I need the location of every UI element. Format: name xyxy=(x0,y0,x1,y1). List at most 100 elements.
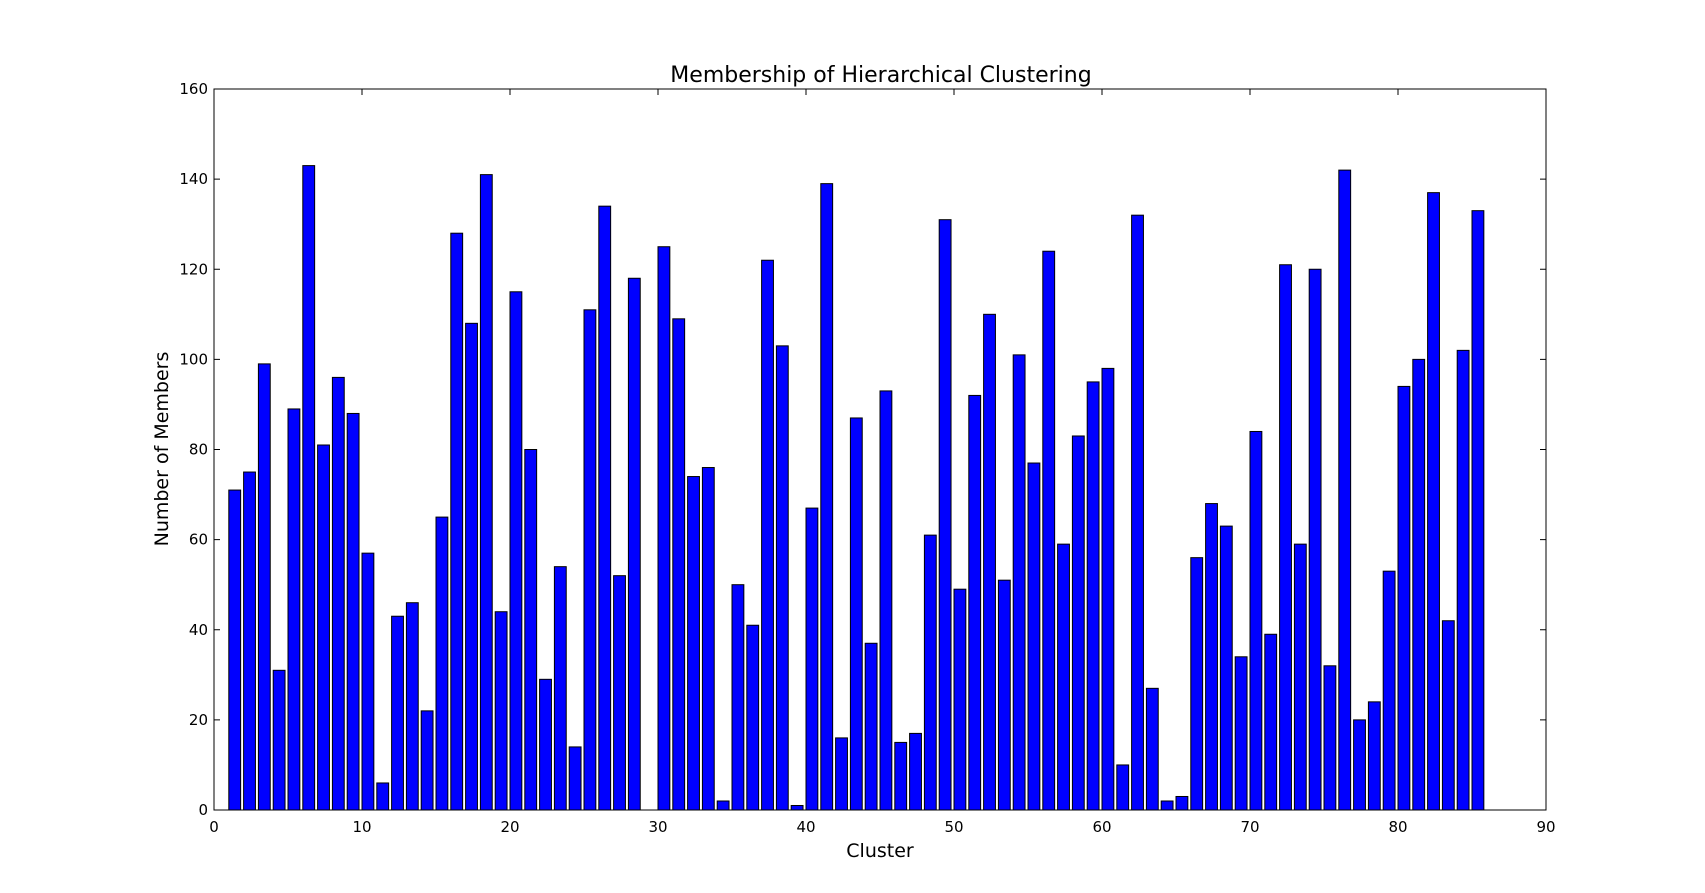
bar-cluster-13 xyxy=(405,602,419,811)
bar-cluster-52 xyxy=(983,313,996,811)
bar-cluster-4 xyxy=(272,669,286,811)
bar-cluster-65 xyxy=(1175,795,1189,811)
bar-cluster-54 xyxy=(1012,354,1026,811)
y-tick-label: 20 xyxy=(189,711,208,729)
bar-cluster-14 xyxy=(420,710,434,811)
bar-cluster-85 xyxy=(1471,210,1485,811)
bar-cluster-37 xyxy=(761,259,774,811)
bar-cluster-69 xyxy=(1234,656,1248,811)
bar-cluster-20 xyxy=(509,291,523,811)
bar-cluster-48 xyxy=(923,534,937,811)
bar-cluster-39 xyxy=(790,804,804,811)
bar-cluster-51 xyxy=(968,394,982,811)
bar-cluster-63 xyxy=(1145,687,1159,811)
bar-cluster-71 xyxy=(1264,633,1278,811)
bar-cluster-3 xyxy=(257,363,271,811)
bar-cluster-23 xyxy=(553,566,567,811)
bar-cluster-28 xyxy=(627,277,641,811)
bar-cluster-61 xyxy=(1116,764,1130,811)
y-tick-label: 60 xyxy=(189,531,208,549)
bar-cluster-68 xyxy=(1219,525,1233,811)
bar-cluster-70 xyxy=(1249,430,1263,811)
bar-cluster-76 xyxy=(1338,169,1352,811)
bar-cluster-8 xyxy=(331,376,345,811)
bar-cluster-47 xyxy=(909,732,922,811)
bar-cluster-30 xyxy=(657,246,671,811)
bar-cluster-26 xyxy=(598,205,612,811)
bar-cluster-44 xyxy=(864,642,878,811)
bar-cluster-18 xyxy=(479,174,493,811)
bar-cluster-49 xyxy=(938,219,952,811)
bar-cluster-17 xyxy=(465,322,478,811)
bar-cluster-80 xyxy=(1397,385,1411,811)
bar-cluster-40 xyxy=(805,507,819,811)
bar-cluster-72 xyxy=(1279,264,1292,811)
y-axis-ticks: 0 20 40 60 80 100 120 140 160 xyxy=(179,80,1546,819)
bar-cluster-57 xyxy=(1057,543,1070,811)
y-tick-label: 120 xyxy=(179,260,208,278)
bar-cluster-10 xyxy=(361,552,375,811)
bars-group xyxy=(228,165,1485,811)
bar-cluster-2 xyxy=(243,471,256,811)
bar-cluster-75 xyxy=(1323,665,1337,811)
bar-cluster-56 xyxy=(1042,250,1056,811)
x-tick-label: 70 xyxy=(1240,818,1259,836)
bar-cluster-5 xyxy=(287,408,301,811)
bar-cluster-50 xyxy=(953,588,967,811)
bar-cluster-42 xyxy=(835,737,848,811)
y-tick-label: 40 xyxy=(189,621,208,639)
y-tick-label: 80 xyxy=(189,441,208,459)
bar-cluster-78 xyxy=(1367,701,1381,811)
bar-cluster-15 xyxy=(435,516,449,811)
bar-cluster-22 xyxy=(539,678,552,811)
bar-cluster-46 xyxy=(894,741,908,811)
x-tick-label: 0 xyxy=(209,818,219,836)
bar-cluster-82 xyxy=(1427,192,1440,811)
bar-cluster-59 xyxy=(1086,381,1100,811)
chart-title: Membership of Hierarchical Clustering xyxy=(670,63,1091,88)
bar-cluster-66 xyxy=(1190,557,1204,811)
y-tick-label: 100 xyxy=(179,350,208,368)
bar-cluster-1 xyxy=(228,489,242,811)
bar-cluster-25 xyxy=(583,309,597,811)
bar-cluster-24 xyxy=(568,746,582,811)
bar-cluster-77 xyxy=(1353,719,1366,811)
bar-cluster-81 xyxy=(1412,358,1426,811)
x-tick-label: 20 xyxy=(500,818,519,836)
bar-cluster-62 xyxy=(1131,214,1144,811)
bar-cluster-84 xyxy=(1456,349,1470,811)
y-tick-label: 0 xyxy=(198,801,208,819)
bar-cluster-35 xyxy=(731,584,745,811)
bar-cluster-12 xyxy=(391,615,404,811)
bar-cluster-45 xyxy=(879,390,893,811)
x-tick-label: 40 xyxy=(796,818,815,836)
bar-cluster-7 xyxy=(317,444,330,811)
y-tick-label: 160 xyxy=(179,80,208,98)
x-tick-label: 90 xyxy=(1536,818,1555,836)
x-tick-label: 30 xyxy=(648,818,667,836)
bar-cluster-16 xyxy=(450,232,464,811)
x-tick-label: 10 xyxy=(352,818,371,836)
y-tick-label: 140 xyxy=(179,170,208,188)
bar-cluster-6 xyxy=(302,165,316,811)
bar-cluster-60 xyxy=(1101,367,1115,811)
bar-cluster-83 xyxy=(1441,620,1455,811)
bar-cluster-73 xyxy=(1293,543,1307,811)
bar-cluster-32 xyxy=(687,476,700,811)
bar-cluster-11 xyxy=(376,782,390,811)
x-axis-ticks: 0 10 20 30 40 50 60 70 80 90 xyxy=(209,89,1556,836)
bar-cluster-33 xyxy=(701,467,715,811)
bar-cluster-55 xyxy=(1027,462,1041,811)
x-axis-label: Cluster xyxy=(846,840,914,862)
bar-cluster-27 xyxy=(613,575,626,811)
y-axis-label: Number of Members xyxy=(151,352,173,547)
bar-cluster-43 xyxy=(849,417,863,811)
bar-cluster-58 xyxy=(1071,435,1085,811)
bar-cluster-74 xyxy=(1308,268,1322,811)
bar-cluster-79 xyxy=(1382,570,1396,811)
bar-cluster-67 xyxy=(1205,503,1218,811)
bar-cluster-64 xyxy=(1160,800,1174,811)
bar-cluster-36 xyxy=(746,624,760,811)
bar-cluster-34 xyxy=(716,800,730,811)
